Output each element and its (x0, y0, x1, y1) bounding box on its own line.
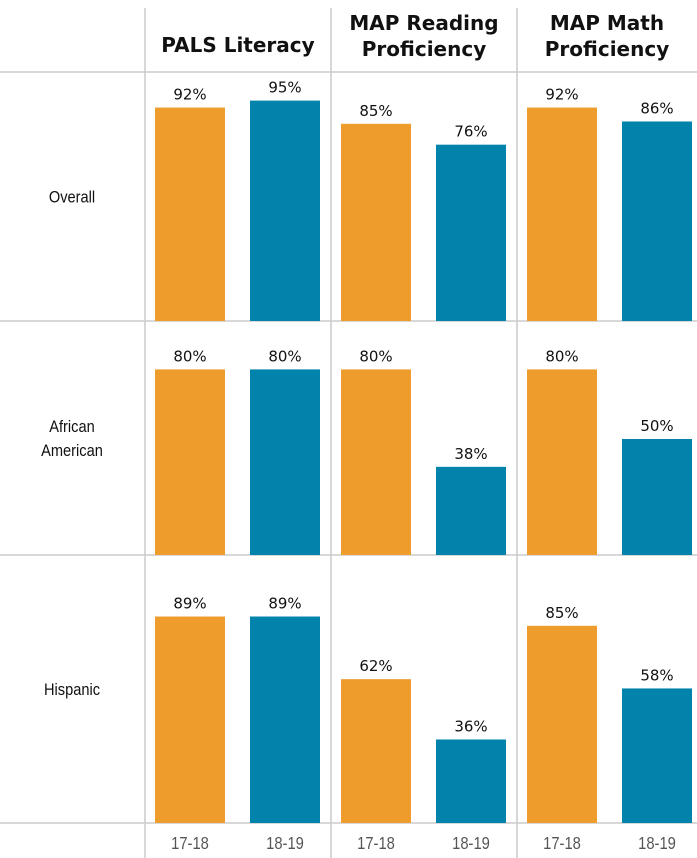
value-label-hispanic-map-reading-proficiency-17-18: 62% (359, 657, 392, 675)
bar-african-american-map-math-proficiency-18-19 (622, 439, 692, 555)
x-label-pals-literacy-18-19: 18-19 (266, 834, 304, 854)
value-label-overall-pals-literacy-18-19: 95% (268, 79, 301, 97)
x-label-map-reading-proficiency-18-19: 18-19 (452, 834, 490, 854)
bar-overall-pals-literacy-18-19 (250, 100, 320, 321)
value-label-african-american-pals-literacy-17-18: 80% (173, 347, 206, 365)
value-label-african-american-map-reading-proficiency-18-19: 38% (454, 445, 487, 463)
bar-african-american-map-math-proficiency-17-18 (527, 369, 597, 555)
value-label-overall-map-math-proficiency-17-18: 92% (545, 86, 578, 104)
value-label-african-american-map-math-proficiency-17-18: 80% (545, 347, 578, 365)
bar-overall-map-math-proficiency-18-19 (622, 121, 692, 321)
row-labels: Overall African American Hispanic (41, 189, 103, 700)
bar-african-american-pals-literacy-18-19 (250, 369, 320, 555)
value-label-african-american-map-reading-proficiency-17-18: 80% (359, 347, 392, 365)
value-label-overall-pals-literacy-17-18: 92% (173, 86, 206, 104)
x-label-map-math-proficiency-18-19: 18-19 (638, 834, 676, 854)
value-label-african-american-pals-literacy-18-19: 80% (268, 347, 301, 365)
panel-title-pals-literacy: PALS Literacy (161, 33, 314, 57)
value-label-hispanic-map-math-proficiency-17-18: 85% (545, 604, 578, 622)
bar-african-american-pals-literacy-17-18 (155, 369, 225, 555)
panel-title-map-reading-proficiency-line-1: MAP Reading (349, 11, 498, 35)
value-labels: 92% 95% 85% 76% 92% 86% 80% 80% 80% 38% 80% 50% 89% 8… (173, 79, 673, 736)
value-label-overall-map-reading-proficiency-17-18: 85% (359, 102, 392, 120)
bar-hispanic-map-reading-proficiency-18-19 (436, 739, 506, 823)
bar-african-american-map-reading-proficiency-17-18 (341, 369, 411, 555)
x-label-map-math-proficiency-17-18: 17-18 (543, 834, 581, 854)
bar-overall-map-reading-proficiency-17-18 (341, 123, 411, 321)
x-label-pals-literacy-17-18: 17-18 (171, 834, 209, 854)
row-label-african-american-line-2: American (41, 442, 103, 460)
bar-african-american-map-reading-proficiency-18-19 (436, 466, 506, 555)
x-axis-labels: 17-18 18-19 17-18 18-19 17-18 18-19 (171, 834, 676, 854)
panel-title-map-math-proficiency-line-2: Proficiency (545, 37, 670, 61)
row-label-overall: Overall (49, 189, 95, 207)
value-label-overall-map-reading-proficiency-18-19: 76% (454, 123, 487, 141)
panel-title-map-math-proficiency-line-1: MAP Math (550, 11, 664, 35)
value-label-african-american-map-math-proficiency-18-19: 50% (640, 417, 673, 435)
bar-hispanic-pals-literacy-17-18 (155, 616, 225, 823)
bar-hispanic-map-math-proficiency-18-19 (622, 688, 692, 823)
value-label-hispanic-map-reading-proficiency-18-19: 36% (454, 717, 487, 735)
value-label-hispanic-pals-literacy-17-18: 89% (173, 595, 206, 613)
value-label-overall-map-math-proficiency-18-19: 86% (640, 99, 673, 117)
bar-overall-pals-literacy-17-18 (155, 107, 225, 321)
value-label-hispanic-pals-literacy-18-19: 89% (268, 595, 301, 613)
x-label-map-reading-proficiency-17-18: 17-18 (357, 834, 395, 854)
bar-hispanic-map-math-proficiency-17-18 (527, 625, 597, 823)
bar-overall-map-reading-proficiency-18-19 (436, 144, 506, 321)
row-label-african-american-line-1: African (49, 418, 94, 436)
bar-hispanic-pals-literacy-18-19 (250, 616, 320, 823)
value-label-hispanic-map-math-proficiency-18-19: 58% (640, 666, 673, 684)
bars (155, 100, 692, 823)
bar-overall-map-math-proficiency-17-18 (527, 107, 597, 321)
panel-title-map-reading-proficiency-line-2: Proficiency (362, 37, 487, 61)
bar-hispanic-map-reading-proficiency-17-18 (341, 679, 411, 823)
row-label-hispanic: Hispanic (44, 681, 100, 699)
